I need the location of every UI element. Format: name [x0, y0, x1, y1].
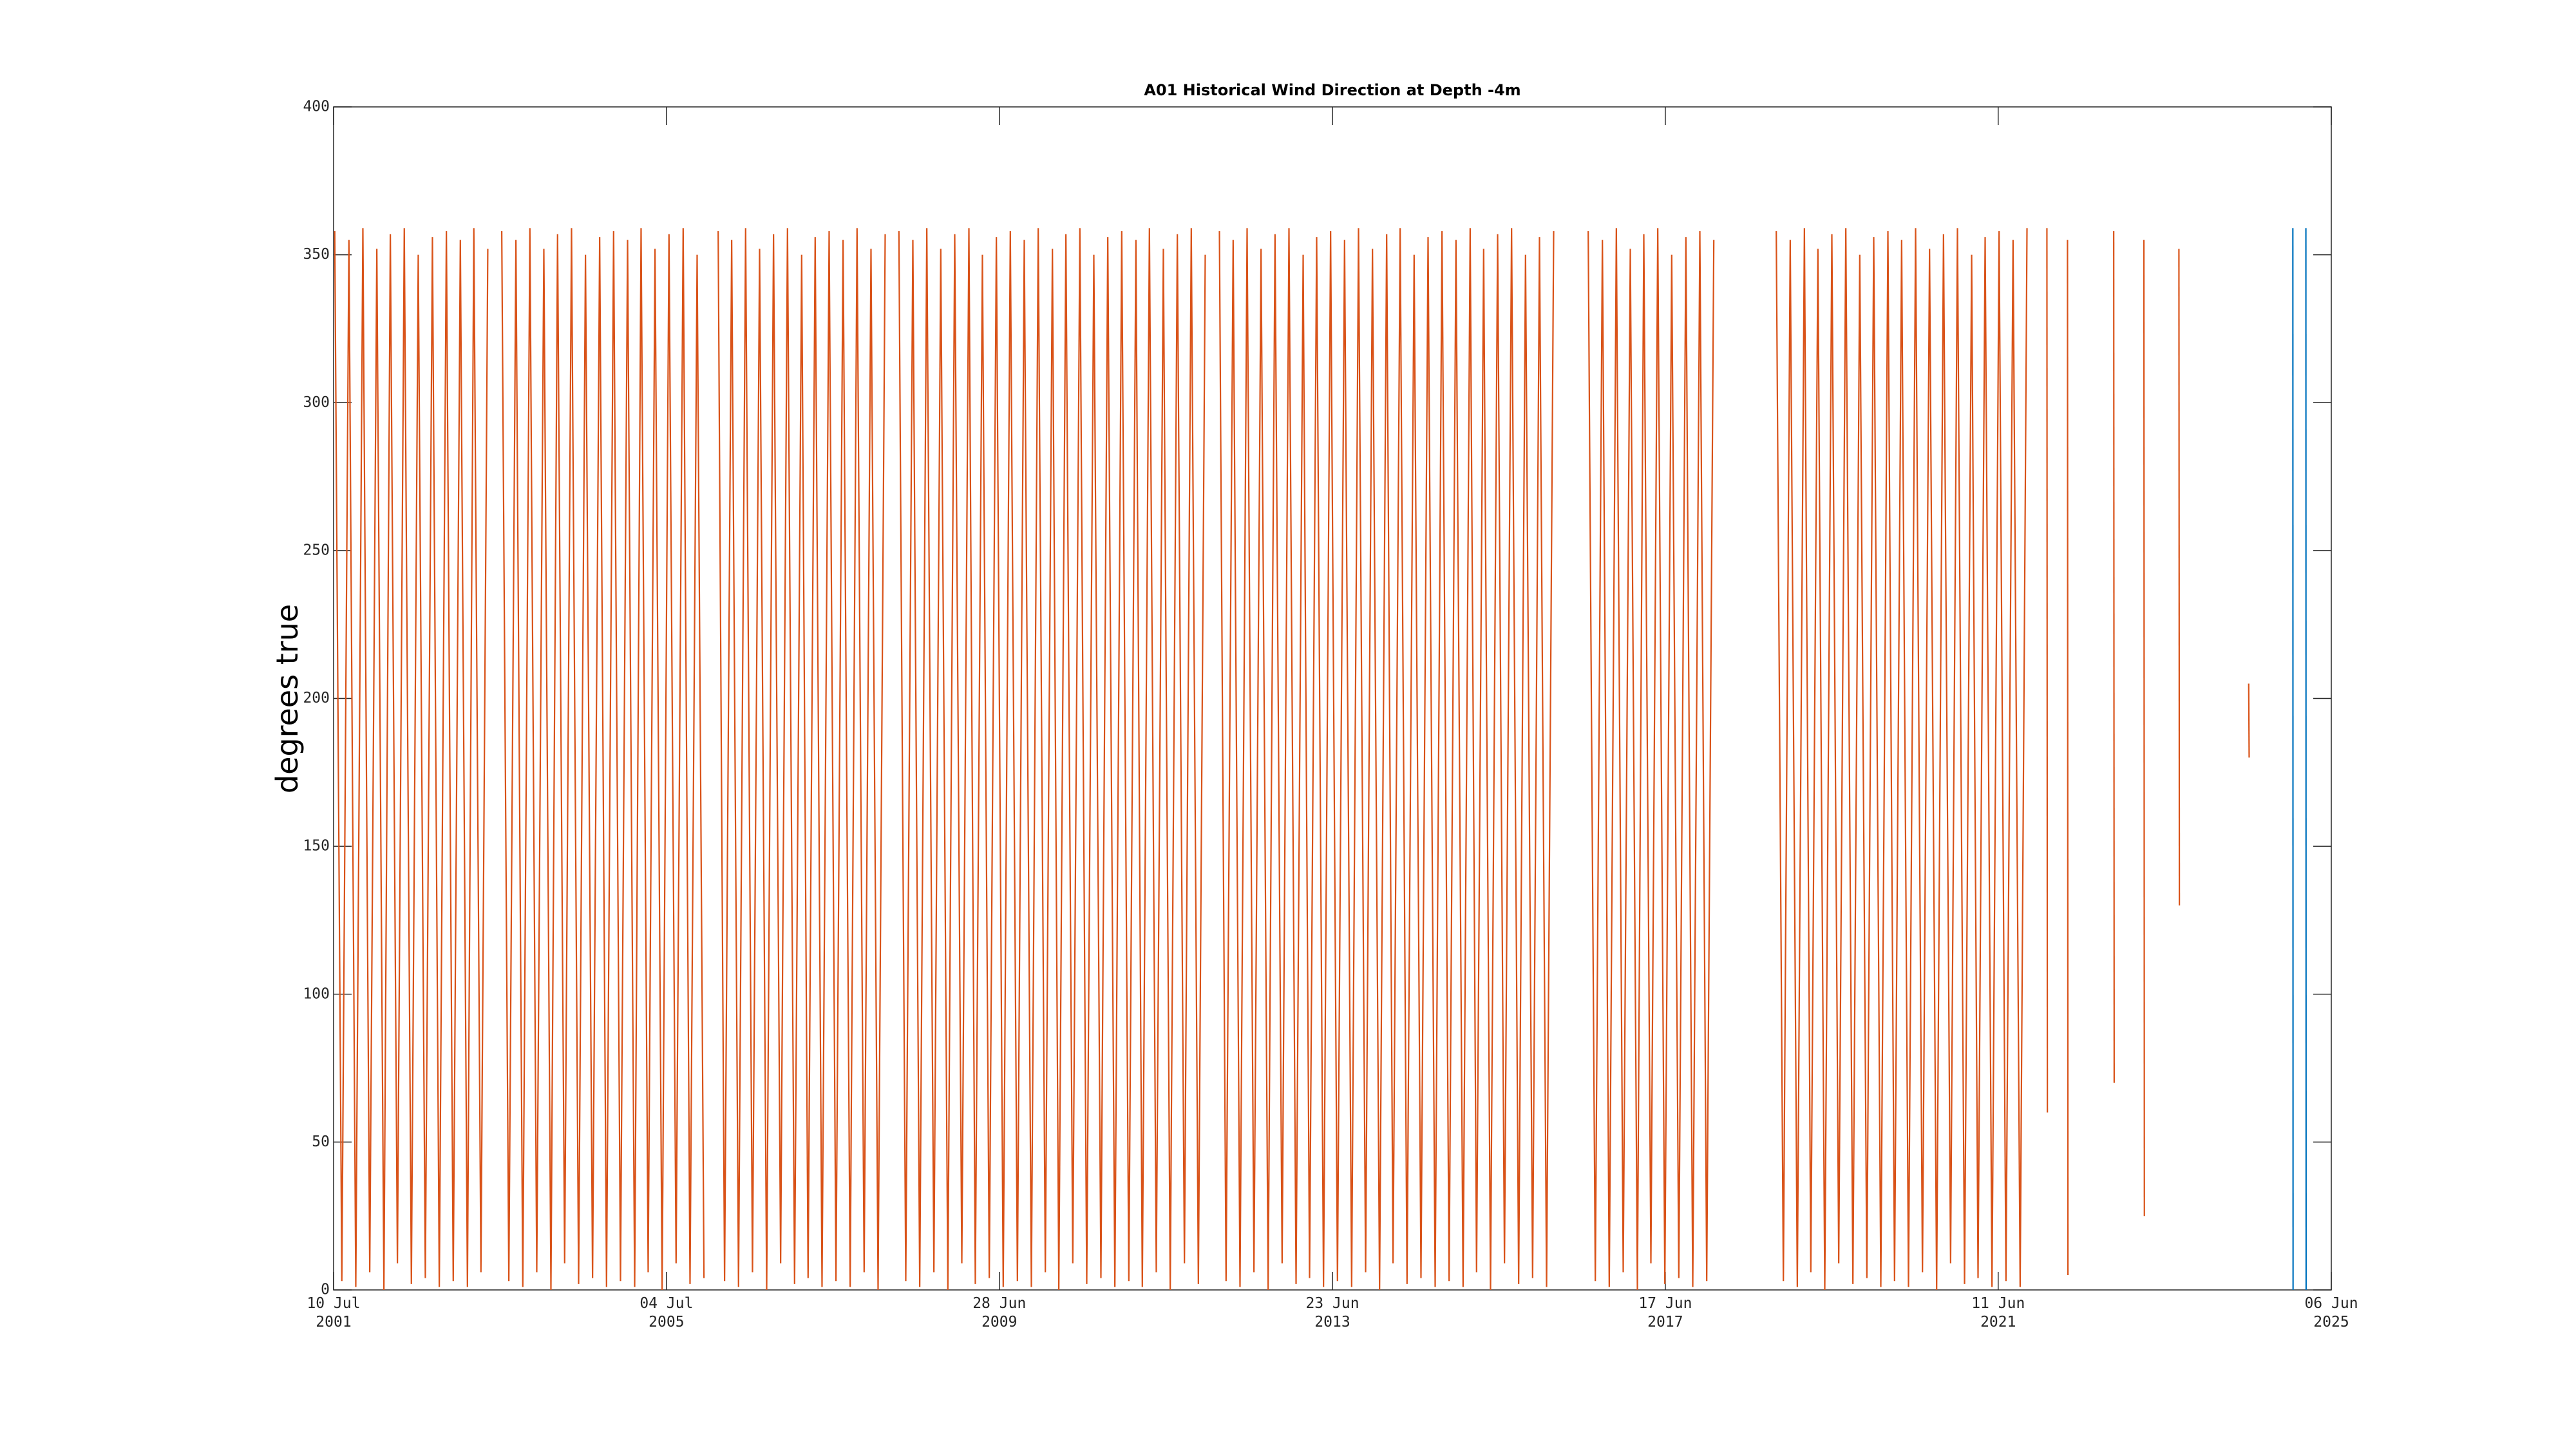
data-line	[334, 228, 489, 1291]
x-tick-label: 11 Jun	[1971, 1295, 2025, 1312]
y-tick-label: 350	[303, 246, 330, 263]
x-tick-label: 28 Jun	[972, 1295, 1026, 1312]
y-tick-label: 150	[303, 838, 330, 855]
x-tick-label: 2025	[2313, 1314, 2349, 1331]
y-tick-label: 300	[303, 394, 330, 411]
x-tick-label: 06 Jun	[2304, 1295, 2358, 1312]
data-line	[1776, 228, 2028, 1291]
x-tick-label: 23 Jun	[1305, 1295, 1359, 1312]
data-line	[1218, 228, 1555, 1291]
y-tick-label: 0	[321, 1282, 330, 1298]
y-tick-label: 250	[303, 542, 330, 558]
y-tick-label: 50	[312, 1133, 330, 1150]
x-tick-label: 04 Jul	[639, 1295, 693, 1312]
y-tick-label: 400	[303, 99, 330, 115]
x-tick-label: 2009	[981, 1314, 1017, 1331]
x-tick-label: 2001	[316, 1314, 351, 1331]
x-tick-label: 10 Jul	[307, 1295, 360, 1312]
data-line	[1587, 228, 1715, 1291]
y-axis-label: degrees true	[270, 604, 305, 793]
x-tick-label: 2021	[1980, 1314, 2016, 1331]
x-tick-label: 17 Jun	[1638, 1295, 1692, 1312]
data-line	[501, 228, 705, 1291]
chart-title: A01 Historical Wind Direction at Depth -…	[1144, 81, 1520, 99]
data-line	[898, 228, 1206, 1291]
data-line	[717, 228, 886, 1291]
x-tick-label: 2005	[649, 1314, 684, 1331]
y-tick-label: 200	[303, 690, 330, 706]
x-tick-label: 2013	[1314, 1314, 1350, 1331]
data-line	[2143, 240, 2145, 1217]
x-tick-label: 2017	[1647, 1314, 1683, 1331]
y-tick-label: 100	[303, 985, 330, 1002]
data-line	[2067, 240, 2069, 1276]
